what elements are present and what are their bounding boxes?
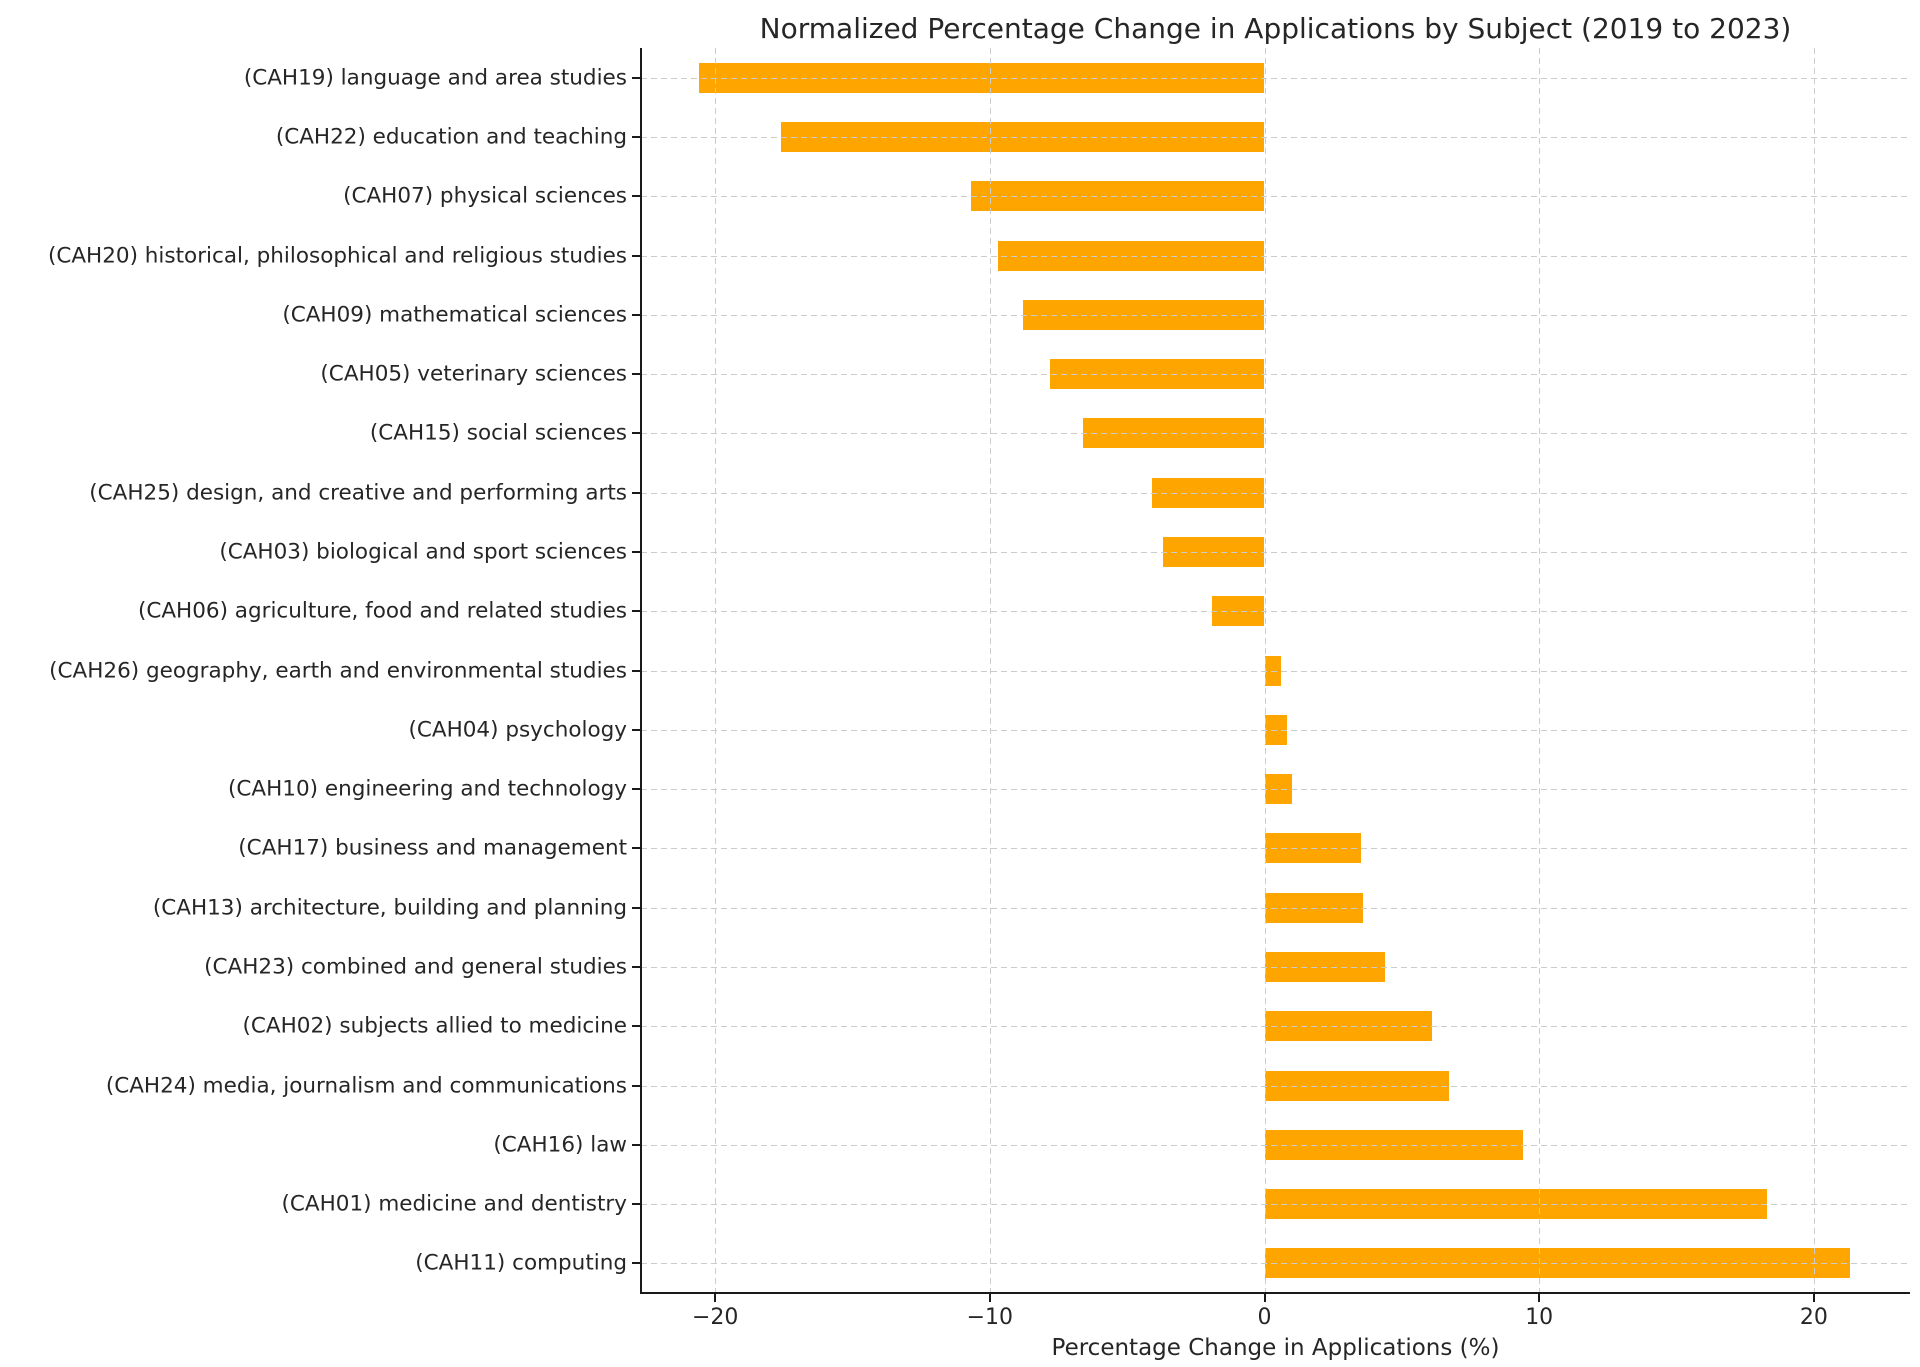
h-gridline <box>641 848 1910 850</box>
v-gridline <box>715 48 717 1293</box>
y-tick <box>632 669 640 672</box>
y-tick-label: (CAH04) psychology <box>408 717 627 743</box>
y-tick <box>632 313 640 316</box>
h-gridline <box>641 77 1910 79</box>
y-tick-label: (CAH22) education and teaching <box>275 124 627 150</box>
y-tick <box>632 788 640 791</box>
x-tick <box>714 1294 717 1302</box>
x-tick-label: −10 <box>966 1305 1014 1330</box>
y-tick-label: (CAH01) medicine and dentistry <box>281 1191 627 1217</box>
h-gridline <box>641 611 1910 613</box>
plot-area: Percentage Change in Applications (%) −2… <box>632 48 1910 1361</box>
h-gridline <box>641 255 1910 257</box>
v-gridline <box>1264 48 1266 1293</box>
y-axis-labels: (CAH19) language and area studies (CAH22)… <box>0 48 627 1293</box>
y-tick <box>632 906 640 909</box>
y-tick-label: (CAH07) physical sciences <box>343 183 627 209</box>
y-tick <box>632 76 640 79</box>
y-tick-label: (CAH11) computing <box>415 1250 627 1276</box>
x-tick-label: 0 <box>1257 1305 1272 1330</box>
x-axis-title: Percentage Change in Applications (%) <box>1051 1335 1500 1361</box>
y-axis-spine <box>640 48 642 1294</box>
h-gridline <box>641 1085 1910 1087</box>
y-tick-label: (CAH19) language and area studies <box>243 65 627 91</box>
h-gridline <box>641 789 1910 791</box>
y-tick <box>632 965 640 968</box>
x-tick-label: 10 <box>1525 1305 1554 1330</box>
y-tick-marks <box>632 48 1910 1293</box>
x-tick <box>1538 1294 1541 1302</box>
h-gridline <box>641 374 1910 376</box>
x-tick-label: 20 <box>1799 1305 1828 1330</box>
y-tick <box>632 1084 640 1087</box>
y-tick <box>632 550 640 553</box>
y-tick <box>632 195 640 198</box>
h-gridline <box>641 1144 1910 1146</box>
h-gridline <box>641 907 1910 909</box>
y-tick <box>632 1143 640 1146</box>
y-tick-label: (CAH13) architecture, building and plann… <box>152 895 627 921</box>
y-tick <box>632 432 640 435</box>
grid-layer <box>641 48 1910 1293</box>
y-tick-label: (CAH05) veterinary sciences <box>320 361 627 387</box>
v-gridline <box>989 48 991 1293</box>
y-tick-label: (CAH15) social sciences <box>369 420 627 446</box>
y-tick <box>632 254 640 257</box>
y-tick <box>632 847 640 850</box>
y-tick <box>632 491 640 494</box>
y-tick <box>632 1262 640 1265</box>
y-tick-label: (CAH02) subjects allied to medicine <box>242 1013 627 1039</box>
x-tick <box>988 1294 991 1302</box>
x-tick <box>1263 1294 1266 1302</box>
x-tick-marks <box>641 48 1910 1302</box>
x-axis-spine <box>640 1292 1910 1294</box>
y-tick <box>632 728 640 731</box>
y-tick-label: (CAH17) business and management <box>238 835 627 861</box>
h-gridline <box>641 551 1910 553</box>
y-tick <box>632 610 640 613</box>
h-gridline <box>641 966 1910 968</box>
y-tick <box>632 135 640 138</box>
h-gridline <box>641 1204 1910 1206</box>
h-gridline <box>641 314 1910 316</box>
y-tick-label: (CAH23) combined and general studies <box>204 954 627 980</box>
y-tick-label: (CAH24) media, journalism and communicat… <box>105 1073 627 1098</box>
h-gridline <box>641 433 1910 435</box>
h-gridline <box>641 136 1910 138</box>
h-gridline <box>641 1026 1910 1028</box>
x-tick <box>1812 1294 1815 1302</box>
y-tick-label: (CAH09) mathematical sciences <box>282 302 627 328</box>
y-tick-label: (CAH10) engineering and technology <box>228 776 627 802</box>
y-tick-label: (CAH03) biological and sport sciences <box>219 539 627 565</box>
h-gridline <box>641 729 1910 731</box>
h-gridline <box>641 670 1910 672</box>
h-gridline <box>641 492 1910 494</box>
y-tick <box>632 1025 640 1028</box>
x-tick-label: −20 <box>691 1305 739 1330</box>
y-tick-label: (CAH20) historical, philosophical and re… <box>47 243 627 268</box>
y-tick-label: (CAH06) agriculture, food and related st… <box>137 598 627 624</box>
y-tick-label: (CAH26) geography, earth and environment… <box>49 658 627 683</box>
y-tick-label: (CAH16) law <box>493 1132 627 1158</box>
h-gridline <box>641 196 1910 198</box>
v-gridline <box>1813 48 1815 1293</box>
chart-title: Normalized Percentage Change in Applicat… <box>759 12 1792 45</box>
h-gridline <box>641 1263 1910 1265</box>
y-tick <box>632 373 640 376</box>
y-tick-label: (CAH25) design, and creative and perform… <box>89 480 627 506</box>
y-tick <box>632 1203 640 1206</box>
v-gridline <box>1539 48 1541 1293</box>
